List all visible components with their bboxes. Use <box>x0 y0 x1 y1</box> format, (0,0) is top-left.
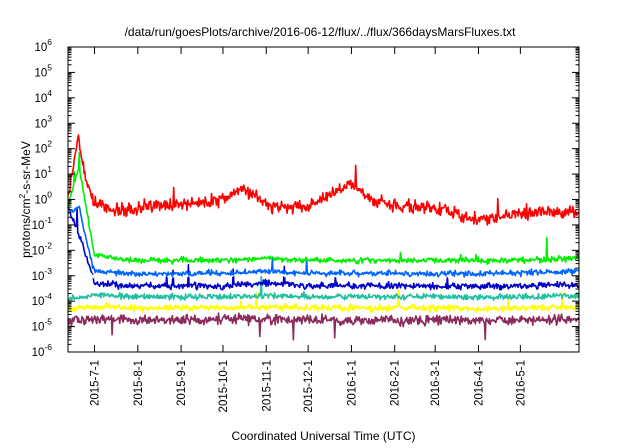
x-tick-label: 2016-3-1 <box>430 360 442 406</box>
y-tick-label: 100 <box>34 190 52 207</box>
x-axis-label: Coordinated Universal Time (UTC) <box>231 429 415 443</box>
y-tick-label: 105 <box>34 62 52 79</box>
chart-title: /data/run/goesPlots/archive/2016-06-12/f… <box>125 25 517 39</box>
series-line-5 <box>67 270 580 279</box>
y-tick-label: 102 <box>34 139 52 156</box>
y-tick-label: 10-1 <box>32 215 53 232</box>
x-tick-label: 2015-9-1 <box>176 360 188 406</box>
x-tick-label: 2016-4-1 <box>473 360 485 406</box>
x-tick-label: 2016-5-1 <box>515 360 527 406</box>
series-line-7 <box>67 151 580 265</box>
y-tick-label: 10-2 <box>32 240 53 257</box>
y-tick-label: 10-3 <box>32 266 53 283</box>
axis-ticks: 10-6 10-5 10-4 10-3 10-2 10-1 100 101 102 103 104 1… <box>32 37 579 412</box>
series-line-2 <box>67 289 580 314</box>
x-tick-label: 2015-11-1 <box>261 360 273 412</box>
x-tick-label: 2015-7-1 <box>90 360 102 406</box>
x-tick-label: 2015-12-1 <box>303 360 315 412</box>
y-tick-label: 10-4 <box>32 291 53 308</box>
x-tick-label: 2016-2-1 <box>390 360 402 406</box>
y-tick-label: 106 <box>34 37 52 54</box>
y-tick-label: 10-5 <box>32 317 53 334</box>
y-tick-label: 104 <box>34 88 52 105</box>
y-tick-label: 101 <box>34 164 52 181</box>
series-line-6 <box>67 205 580 278</box>
series-line-4 <box>67 206 580 291</box>
y-tick-label: 103 <box>34 113 52 130</box>
x-tick-label: 2015-10-1 <box>218 360 230 412</box>
plot-marks <box>67 134 580 341</box>
y-tick-label: 10-6 <box>32 342 53 359</box>
series-line-1 <box>67 312 580 341</box>
x-tick-label: 2015-8-1 <box>133 360 145 406</box>
series-line-3 <box>67 273 580 302</box>
y-axis-label: protons/cm2-s-sr-MeV <box>17 141 33 258</box>
x-tick-label: 2016-1-1 <box>346 360 358 406</box>
series-line-8 <box>67 134 580 226</box>
